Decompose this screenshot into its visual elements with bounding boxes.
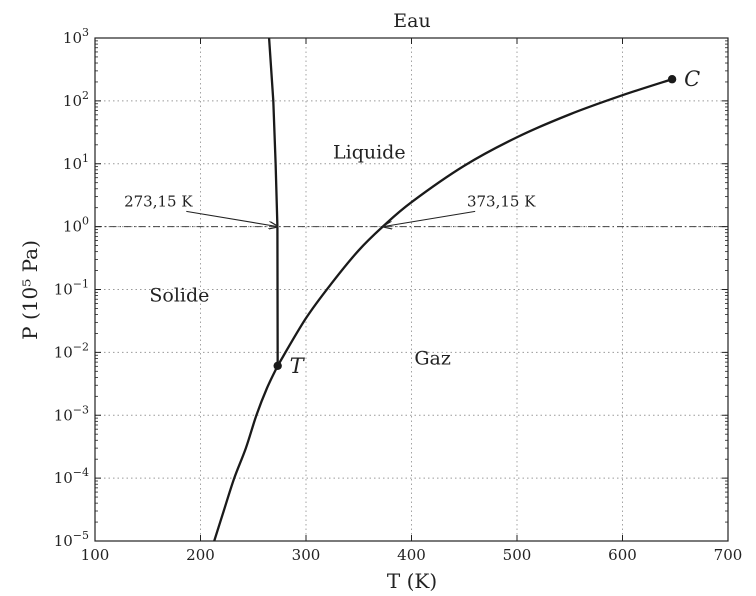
- y-tick-label: 10−2: [54, 340, 89, 361]
- y-tick-label: 103: [63, 26, 89, 47]
- x-tick-label: 600: [608, 546, 637, 564]
- y-tick-label: 100: [63, 215, 89, 236]
- point-T-label: T: [290, 354, 306, 378]
- region-label-liquide: Liquide: [333, 142, 406, 164]
- y-tick-label: 102: [63, 89, 89, 110]
- annotation-label: 373,15 K: [467, 192, 536, 210]
- x-tick-label: 100: [81, 546, 110, 564]
- x-tick-label: 700: [714, 546, 743, 564]
- tick-marks-group: [94, 37, 729, 542]
- labels-group: Eau T (K) P (10⁵ Pa) 100 200 300 400 500 600 7…: [18, 10, 742, 593]
- point-C-marker: [667, 75, 677, 84]
- x-tick-label: 500: [503, 546, 532, 564]
- y-tick-label: 10−3: [54, 403, 89, 424]
- x-tick-label: 200: [186, 546, 215, 564]
- fusion-curve: [267, 37, 279, 366]
- annotation-label: 273,15 K: [124, 192, 193, 210]
- curves-group: [213, 37, 677, 542]
- chart-title: Eau: [393, 10, 430, 32]
- region-label-solide: Solide: [149, 285, 209, 307]
- x-tick-label: 400: [397, 546, 426, 564]
- region-label-gaz: Gaz: [414, 347, 451, 369]
- annotation-arrow: [186, 210, 277, 226]
- point-T-marker: [273, 361, 282, 370]
- grid-lines: [95, 38, 728, 541]
- sublimation-curve: [213, 365, 279, 542]
- annotation-arrow: [383, 210, 476, 226]
- x-axis-label: T (K): [387, 569, 437, 593]
- y-axis-label: P (10⁵ Pa): [18, 240, 42, 340]
- y-tick-label: 10−1: [54, 278, 89, 299]
- x-tick-label: 300: [292, 546, 321, 564]
- vaporisation-curve: [276, 78, 673, 367]
- y-tick-label: 10−5: [54, 529, 89, 550]
- y-tick-label: 101: [63, 152, 89, 173]
- y-tick-label: 10−4: [54, 466, 89, 487]
- point-C-label: C: [684, 67, 700, 91]
